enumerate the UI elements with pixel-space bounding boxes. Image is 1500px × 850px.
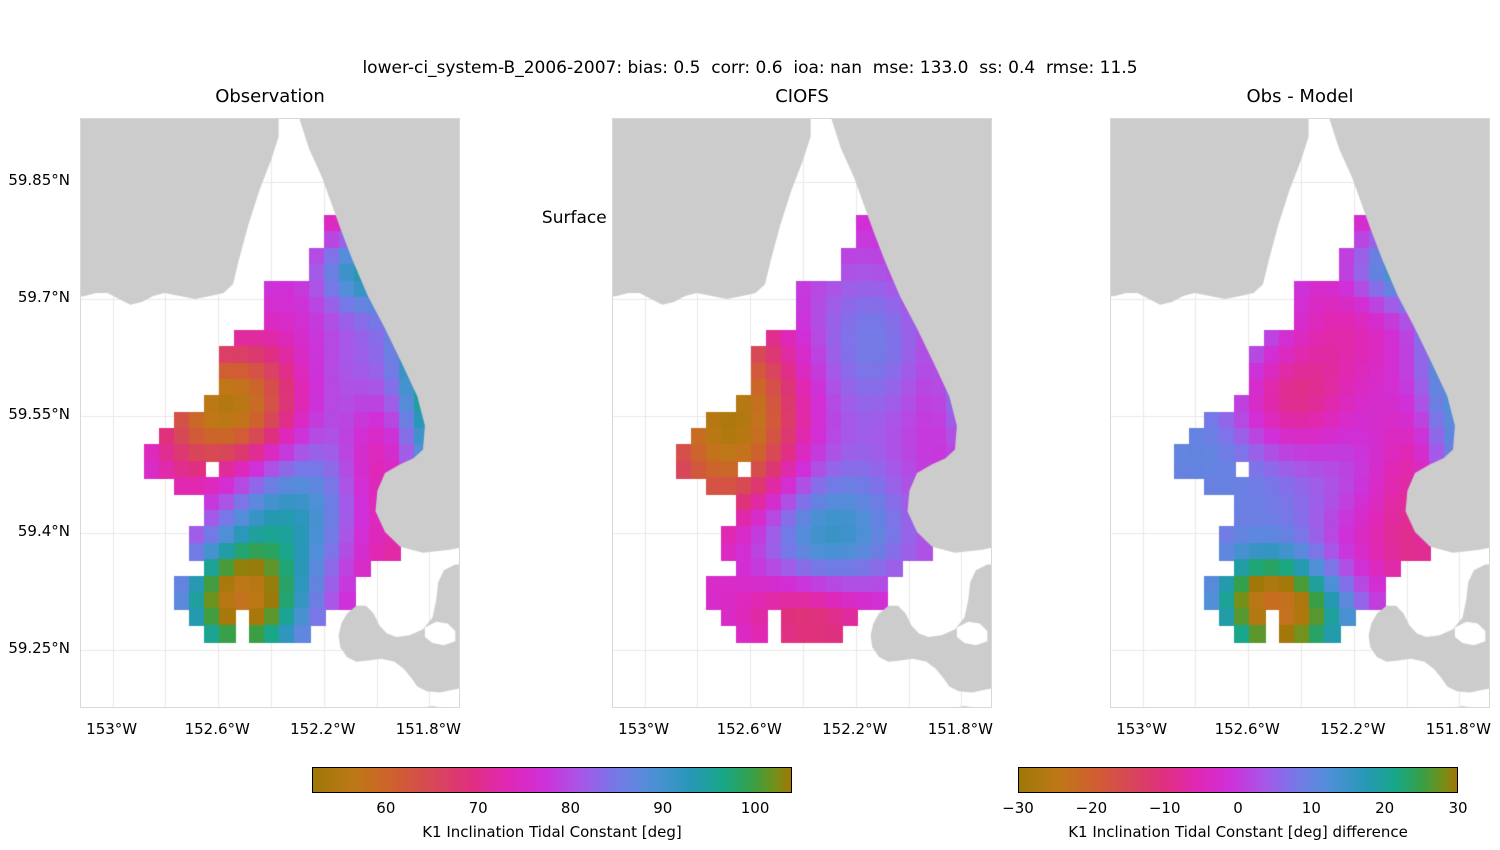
xtick-label: 152.2°W: [1320, 720, 1386, 738]
xtick-label: 151.8°W: [927, 720, 993, 738]
colorbar-main-gradient[interactable]: [312, 767, 792, 793]
colorbar-tick-label: 10: [1301, 799, 1321, 817]
map-axes-ciofs[interactable]: [612, 118, 992, 708]
ytick-label: 59.85°N: [8, 170, 70, 189]
suptitle-line-1: lower-ci_system-B_2006-2007: bias: 0.5 c…: [362, 58, 1138, 78]
colorbar-difference-gradient[interactable]: [1018, 767, 1458, 793]
colorbar-tick-label: 80: [560, 799, 580, 817]
colorbar-tick-label: −30: [1002, 799, 1034, 817]
colorbar-tick-label: 60: [376, 799, 396, 817]
xtick-label: 151.8°W: [1425, 720, 1491, 738]
colorbar-tick-label: 100: [740, 799, 770, 817]
xtick-label: 152.6°W: [716, 720, 782, 738]
panel-title-ciofs: CIOFS: [775, 86, 829, 107]
xtick-label: 152.2°W: [822, 720, 888, 738]
colorbar-tick-label: 90: [653, 799, 673, 817]
map-axes-difference[interactable]: [1110, 118, 1490, 708]
map-axes-observation[interactable]: [80, 118, 460, 708]
colorbar-tick-label: 20: [1375, 799, 1395, 817]
panel-title-observation: Observation: [215, 86, 325, 107]
ytick-label: 59.4°N: [17, 522, 70, 541]
colorbar-tick-label: −10: [1148, 799, 1181, 817]
colorbar-difference-label: K1 Inclination Tidal Constant [deg] diff…: [1068, 823, 1408, 841]
colorbar-main-label: K1 Inclination Tidal Constant [deg]: [422, 823, 682, 841]
xtick-label: 153°W: [618, 720, 670, 738]
xtick-label: 153°W: [1116, 720, 1168, 738]
xtick-label: 152.2°W: [290, 720, 356, 738]
ytick-label: 59.25°N: [8, 639, 70, 658]
xtick-label: 153°W: [86, 720, 138, 738]
ytick-label: 59.7°N: [17, 287, 70, 306]
colorbar-tick-label: −20: [1075, 799, 1108, 817]
ytick-label: 59.55°N: [8, 404, 70, 423]
colorbar-tick-label: 70: [468, 799, 488, 817]
xtick-label: 152.6°W: [184, 720, 250, 738]
colorbar-tick-label: 0: [1233, 799, 1243, 817]
panel-title-difference: Obs - Model: [1246, 86, 1354, 107]
xtick-label: 151.8°W: [395, 720, 461, 738]
xtick-label: 152.6°W: [1214, 720, 1280, 738]
colorbar-tick-label: 30: [1448, 799, 1468, 817]
